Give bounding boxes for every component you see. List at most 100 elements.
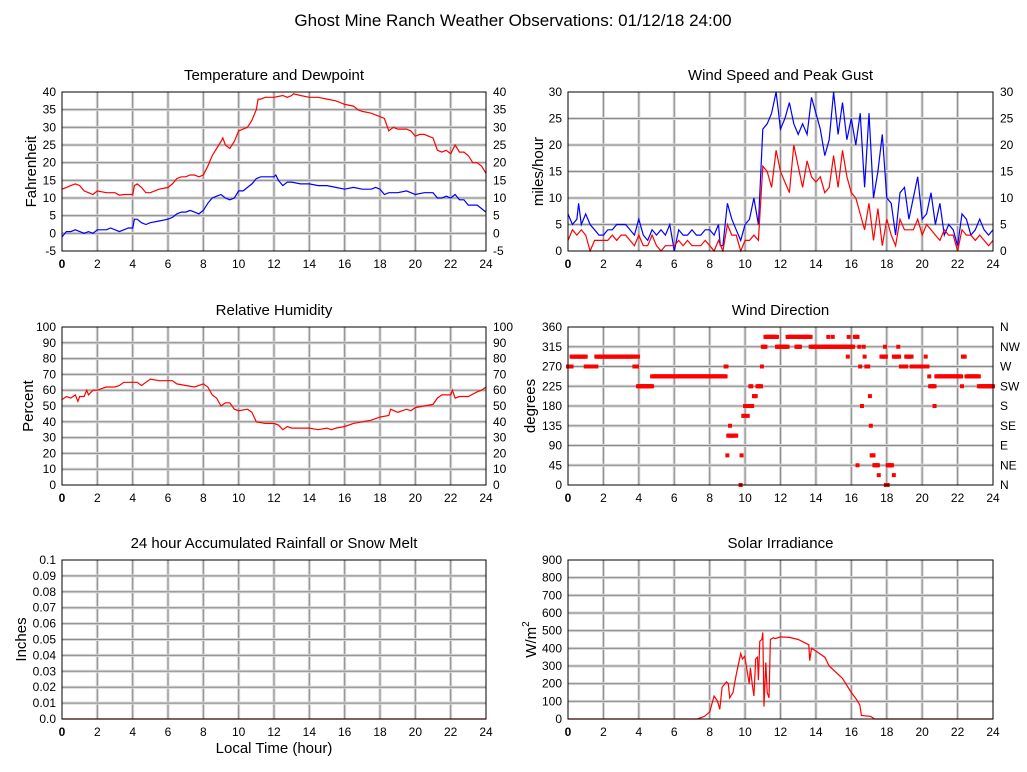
wind-speed-gust-plot-frame [567,91,994,252]
wind-direction-point [723,374,728,379]
right-tick-label: 30 [493,120,507,134]
x-tick-label: 22 [444,725,458,739]
y-tick-label: 80 [43,352,57,366]
right-tick-label: 20 [493,446,507,460]
y-tick-label: 0.09 [33,569,57,583]
x-tick-label: 16 [338,257,352,271]
wind-direction-point [728,423,733,428]
x-tick-label: 24 [986,257,1000,271]
relative-humidity-y-axis-label: Percent [20,379,37,432]
right-tick-label: 0 [1000,244,1007,258]
x-tick-label: 22 [951,491,965,505]
right-tick-label: 50 [493,399,507,413]
y-tick-label: 500 [542,624,562,638]
x-tick-label: 16 [845,725,859,739]
y-tick-label: 0 [555,712,562,726]
y-tick-label: 270 [542,360,562,374]
x-tick-label: 6 [165,725,172,739]
y-axis-label-text: W/m [523,627,540,658]
y-tick-label: 600 [542,606,562,620]
rainfall-title: 24 hour Accumulated Rainfall or Snow Mel… [131,535,419,552]
wind-direction-point [750,404,755,408]
y-tick-label: 10 [43,462,57,476]
y-tick-label: 35 [43,103,57,117]
wind-direction-point [635,364,640,369]
wind-direction-point [932,404,937,408]
wind-direction-point [742,413,747,418]
x-tick-label: 6 [671,491,678,505]
wind-direction-point [808,334,813,339]
x-tick-label: 18 [880,257,894,271]
x-tick-label: 14 [303,257,317,271]
wind-direction-point [759,384,764,389]
y-tick-label: 45 [549,458,563,472]
right-tick-label: W [1000,360,1012,374]
right-tick-label: 10 [493,462,507,476]
y-tick-label: 0.05 [33,633,57,647]
y-axis-label-text: Percent [20,379,37,432]
x-tick-label: 12 [267,725,281,739]
wind-direction-point [785,344,790,349]
y-tick-label: 360 [542,320,562,334]
wind-speed-gust-y-axis-label: miles/hour [530,137,547,206]
right-tick-label: N [1000,478,1009,492]
x-tick-label: 6 [165,257,172,271]
wind-direction-point [635,354,640,359]
x-tick-label: 4 [129,725,136,739]
x-tick-label: 2 [600,491,607,505]
wind-direction-point [855,463,860,468]
solar-irradiance-plot-frame [567,559,994,720]
wind-direction-point [861,344,866,349]
wind-direction-point [569,364,574,369]
x-tick-label: 4 [635,725,642,739]
wind-direction-point [891,473,896,478]
y-tick-label: 10 [43,191,57,205]
right-tick-label: 40 [493,85,507,99]
x-tick-label: 18 [880,491,894,505]
right-tick-label: 15 [1000,165,1014,179]
wind-direction-point [976,374,981,379]
x-tick-label: 10 [232,257,246,271]
wind-direction-title: Wind Direction [732,302,830,319]
x-tick-label: 24 [986,725,1000,739]
x-tick-label: 24 [479,257,493,271]
wind-direction-point [830,334,835,339]
wind-direction-point [745,413,750,418]
wind-speed-gust-series-1-line [568,144,993,252]
wind-direction-point [594,364,599,369]
x-tick-label: 0 [59,257,66,271]
y-tick-label: 200 [542,677,562,691]
right-tick-label: -5 [493,244,504,258]
x-tick-label: 18 [373,257,387,271]
x-tick-label: 6 [165,491,172,505]
y-tick-label: 0 [49,226,56,240]
x-tick-label: 8 [200,491,207,505]
right-tick-label: 80 [493,352,507,366]
right-tick-label: SW [1000,379,1020,393]
temperature-dewpoint-series-1-line [62,173,486,238]
relative-humidity-series-0-line [62,378,486,431]
x-tick-label: 12 [774,491,788,505]
right-tick-label: 5 [1000,218,1007,232]
wind-direction-point [583,354,588,359]
wind-direction-point [875,463,880,468]
x-tick-label: 22 [444,257,458,271]
wind-direction-point [858,364,863,369]
x-tick-label: 12 [774,257,788,271]
right-tick-label: 100 [493,320,513,334]
wind-direction-point [923,354,928,359]
y-tick-label: 20 [43,156,57,170]
x-tick-label: 14 [809,725,823,739]
y-axis-label-text: Inches [13,617,30,661]
y-tick-label: 315 [542,340,562,354]
y-tick-label: 300 [542,659,562,673]
x-tick-label: 8 [200,257,207,271]
y-axis-label-superscript: 2 [521,621,532,627]
wind-direction-point [774,334,779,339]
y-tick-label: 30 [549,85,563,99]
x-tick-label: 0 [59,491,66,505]
right-tick-label: 15 [493,173,507,187]
y-tick-label: 180 [542,399,562,413]
y-tick-label: 0.04 [33,648,57,662]
